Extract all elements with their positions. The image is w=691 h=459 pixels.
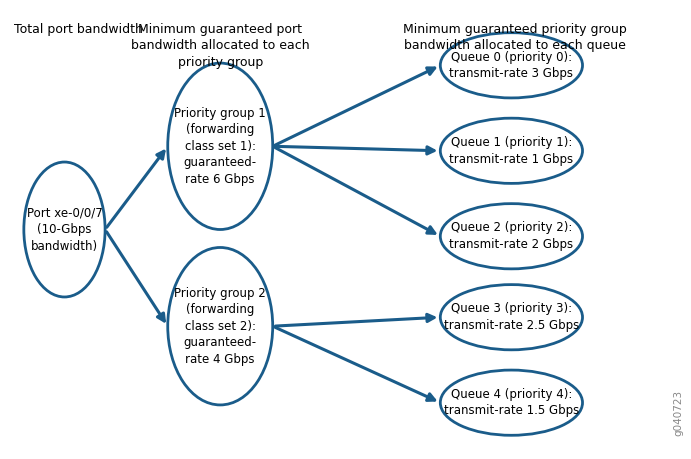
- Text: Priority group 2
(forwarding
class set 2):
guaranteed-
rate 4 Gbps: Priority group 2 (forwarding class set 2…: [174, 287, 266, 366]
- Text: Total port bandwidth: Total port bandwidth: [14, 22, 142, 36]
- Ellipse shape: [440, 204, 583, 269]
- Ellipse shape: [440, 118, 583, 184]
- Text: Queue 4 (priority 4):
transmit-rate 1.5 Gbps: Queue 4 (priority 4): transmit-rate 1.5 …: [444, 388, 579, 417]
- Text: Queue 2 (priority 2):
transmit-rate 2 Gbps: Queue 2 (priority 2): transmit-rate 2 Gb…: [449, 222, 574, 251]
- Ellipse shape: [440, 370, 583, 435]
- Ellipse shape: [168, 247, 273, 405]
- Ellipse shape: [440, 33, 583, 98]
- Text: Minimum guaranteed priority group
bandwidth allocated to each queue: Minimum guaranteed priority group bandwi…: [403, 22, 627, 52]
- Text: Queue 0 (priority 0):
transmit-rate 3 Gbps: Queue 0 (priority 0): transmit-rate 3 Gb…: [449, 50, 574, 80]
- Text: Queue 1 (priority 1):
transmit-rate 1 Gbps: Queue 1 (priority 1): transmit-rate 1 Gb…: [449, 136, 574, 166]
- Text: Minimum guaranteed port
bandwidth allocated to each
priority group: Minimum guaranteed port bandwidth alloca…: [131, 22, 310, 68]
- Text: Priority group 1
(forwarding
class set 1):
guaranteed-
rate 6 Gbps: Priority group 1 (forwarding class set 1…: [174, 107, 266, 186]
- Ellipse shape: [440, 285, 583, 350]
- Text: Queue 3 (priority 3):
transmit-rate 2.5 Gbps: Queue 3 (priority 3): transmit-rate 2.5 …: [444, 302, 579, 332]
- Text: Port xe-0/0/7
(10-Gbps
bandwidth): Port xe-0/0/7 (10-Gbps bandwidth): [26, 207, 102, 252]
- Ellipse shape: [24, 162, 105, 297]
- Text: g040723: g040723: [674, 390, 683, 437]
- Ellipse shape: [168, 63, 273, 230]
